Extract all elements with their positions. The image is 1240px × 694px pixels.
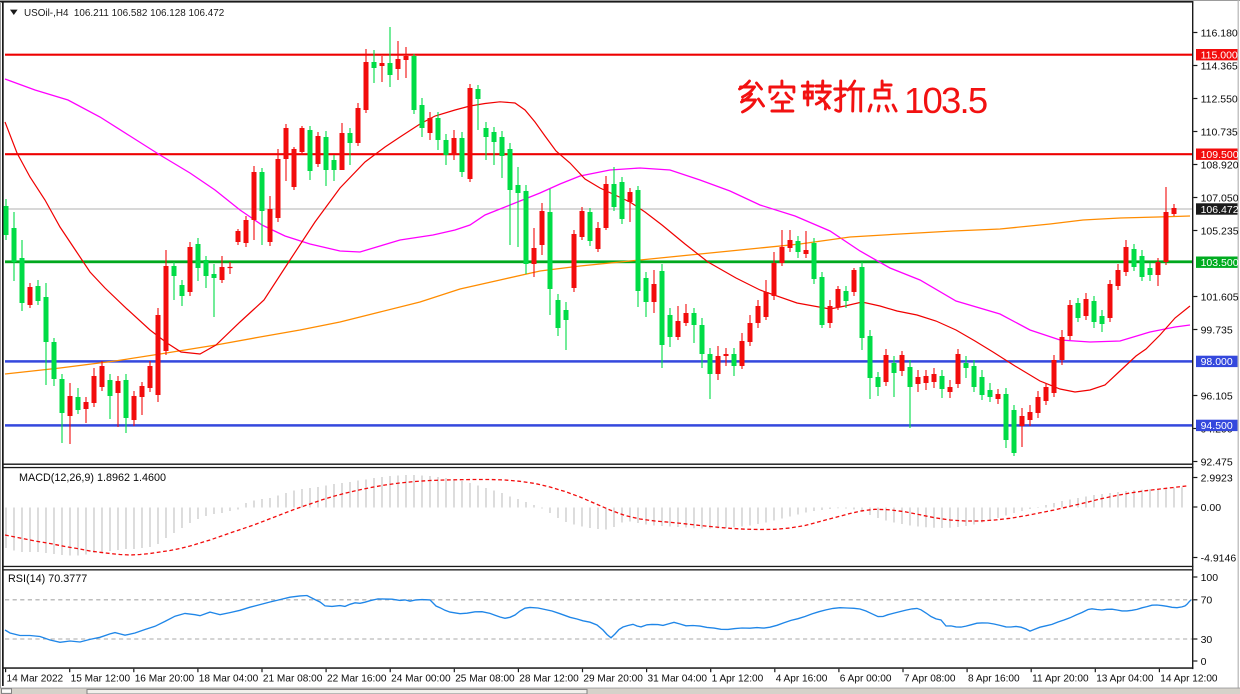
svg-text:24 Mar 00:00: 24 Mar 00:00 <box>391 674 451 685</box>
svg-text:14 Mar 2022: 14 Mar 2022 <box>7 674 64 685</box>
svg-text:MACD(12,26,9) 1.8962 1.4600: MACD(12,26,9) 1.8962 1.4600 <box>19 472 166 484</box>
svg-text:14 Apr 12:00: 14 Apr 12:00 <box>1160 674 1218 685</box>
svg-text:30: 30 <box>1201 634 1213 646</box>
svg-text:109.500: 109.500 <box>1201 149 1239 161</box>
svg-text:100: 100 <box>1201 572 1219 584</box>
svg-text:29 Mar 20:00: 29 Mar 20:00 <box>583 674 643 685</box>
svg-text:8 Apr 16:00: 8 Apr 16:00 <box>968 674 1020 685</box>
svg-text:101.605: 101.605 <box>1201 291 1239 303</box>
svg-text:115.000: 115.000 <box>1201 50 1238 62</box>
svg-text:108.920: 108.920 <box>1201 159 1239 171</box>
svg-text:7 Apr 08:00: 7 Apr 08:00 <box>904 674 956 685</box>
svg-text:107.050: 107.050 <box>1201 192 1239 204</box>
svg-text:13 Apr 04:00: 13 Apr 04:00 <box>1096 674 1154 685</box>
svg-text:98.000: 98.000 <box>1201 356 1233 368</box>
svg-text:0: 0 <box>1201 656 1207 668</box>
svg-text:USOil-,H4 106.211 106.582 106: USOil-,H4 106.211 106.582 106.128 106.47… <box>24 8 224 19</box>
svg-text:96.105: 96.105 <box>1201 390 1233 402</box>
svg-text:103.5: 103.5 <box>904 80 987 121</box>
svg-text:112.550: 112.550 <box>1201 93 1238 105</box>
svg-text:0.00: 0.00 <box>1201 502 1222 514</box>
svg-text:116.180: 116.180 <box>1201 27 1238 39</box>
svg-text:4 Apr 16:00: 4 Apr 16:00 <box>776 674 828 685</box>
svg-text:105.235: 105.235 <box>1201 225 1239 237</box>
svg-text:16 Mar 20:00: 16 Mar 20:00 <box>135 674 195 685</box>
svg-text:99.735: 99.735 <box>1201 324 1233 336</box>
svg-text:92.475: 92.475 <box>1201 456 1233 468</box>
svg-text:22 Mar 16:00: 22 Mar 16:00 <box>327 674 387 685</box>
svg-text:18 Mar 04:00: 18 Mar 04:00 <box>199 674 259 685</box>
svg-text:21 Mar 08:00: 21 Mar 08:00 <box>263 674 323 685</box>
svg-text:114.365: 114.365 <box>1201 60 1238 72</box>
svg-text:103.500: 103.500 <box>1201 257 1239 269</box>
svg-text:6 Apr 00:00: 6 Apr 00:00 <box>840 674 892 685</box>
svg-text:31 Mar 04:00: 31 Mar 04:00 <box>648 674 708 685</box>
svg-text:110.735: 110.735 <box>1201 126 1238 138</box>
svg-text:94.500: 94.500 <box>1201 420 1233 432</box>
svg-text:-4.9146: -4.9146 <box>1201 552 1237 564</box>
svg-text:11 Apr 20:00: 11 Apr 20:00 <box>1032 674 1089 685</box>
svg-text:70: 70 <box>1201 595 1213 607</box>
svg-text:15 Mar 12:00: 15 Mar 12:00 <box>71 674 131 685</box>
svg-text:106.472: 106.472 <box>1201 204 1239 216</box>
svg-text:1 Apr 12:00: 1 Apr 12:00 <box>712 674 764 685</box>
svg-text:2.9923: 2.9923 <box>1201 472 1233 484</box>
svg-text:28 Mar 12:00: 28 Mar 12:00 <box>519 674 579 685</box>
svg-text:25 Mar 08:00: 25 Mar 08:00 <box>455 674 515 685</box>
svg-text:RSI(14) 70.3777: RSI(14) 70.3777 <box>8 573 87 585</box>
